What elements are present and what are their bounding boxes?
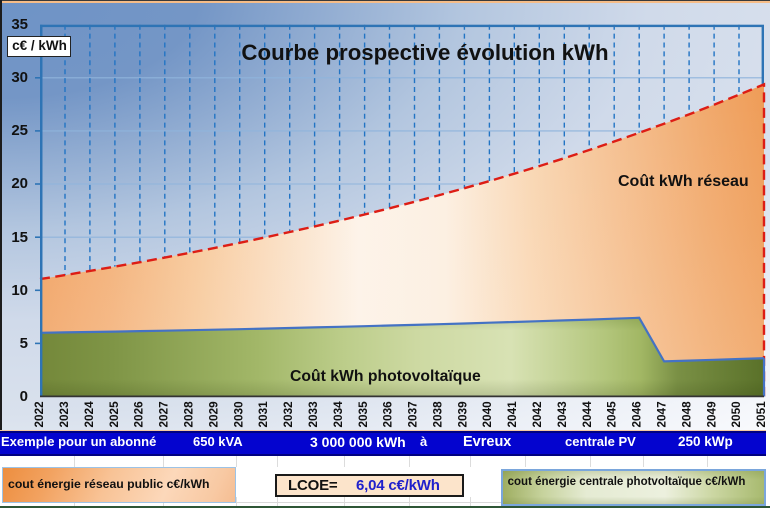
svg-text:2036: 2036 <box>382 401 395 428</box>
svg-text:2022: 2022 <box>33 401 46 428</box>
svg-text:2045: 2045 <box>606 401 619 428</box>
svg-text:2030: 2030 <box>232 401 245 428</box>
svg-text:2041: 2041 <box>506 401 519 428</box>
svg-text:2047: 2047 <box>656 401 669 428</box>
svg-text:2037: 2037 <box>407 401 420 428</box>
svg-text:2025: 2025 <box>108 401 121 428</box>
svg-text:2040: 2040 <box>481 401 494 428</box>
svg-text:2043: 2043 <box>556 401 569 428</box>
svg-text:2049: 2049 <box>705 401 718 428</box>
svg-text:2023: 2023 <box>58 401 71 428</box>
svg-text:2031: 2031 <box>257 401 270 428</box>
svg-text:2028: 2028 <box>183 401 196 428</box>
svg-text:2046: 2046 <box>631 401 644 428</box>
svg-text:2034: 2034 <box>332 401 345 428</box>
svg-text:2026: 2026 <box>133 401 146 428</box>
svg-text:2032: 2032 <box>282 401 295 428</box>
svg-text:2042: 2042 <box>531 401 544 428</box>
svg-text:2033: 2033 <box>307 401 320 428</box>
svg-text:2050: 2050 <box>730 401 743 428</box>
svg-text:2044: 2044 <box>581 401 594 428</box>
svg-text:2029: 2029 <box>207 401 220 428</box>
svg-text:2024: 2024 <box>83 401 96 428</box>
svg-text:2051: 2051 <box>755 401 768 428</box>
svg-text:2027: 2027 <box>158 401 171 428</box>
svg-text:2038: 2038 <box>432 401 445 428</box>
svg-text:2039: 2039 <box>456 401 469 428</box>
svg-text:2048: 2048 <box>680 401 693 428</box>
svg-text:2035: 2035 <box>357 401 370 428</box>
